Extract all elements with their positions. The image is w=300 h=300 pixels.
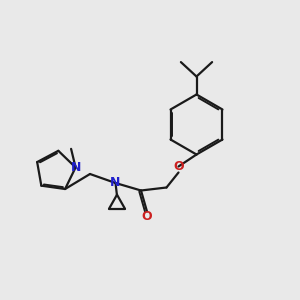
Text: N: N bbox=[110, 176, 121, 189]
Text: N: N bbox=[71, 161, 81, 174]
Text: O: O bbox=[142, 210, 152, 224]
Text: O: O bbox=[173, 160, 184, 173]
